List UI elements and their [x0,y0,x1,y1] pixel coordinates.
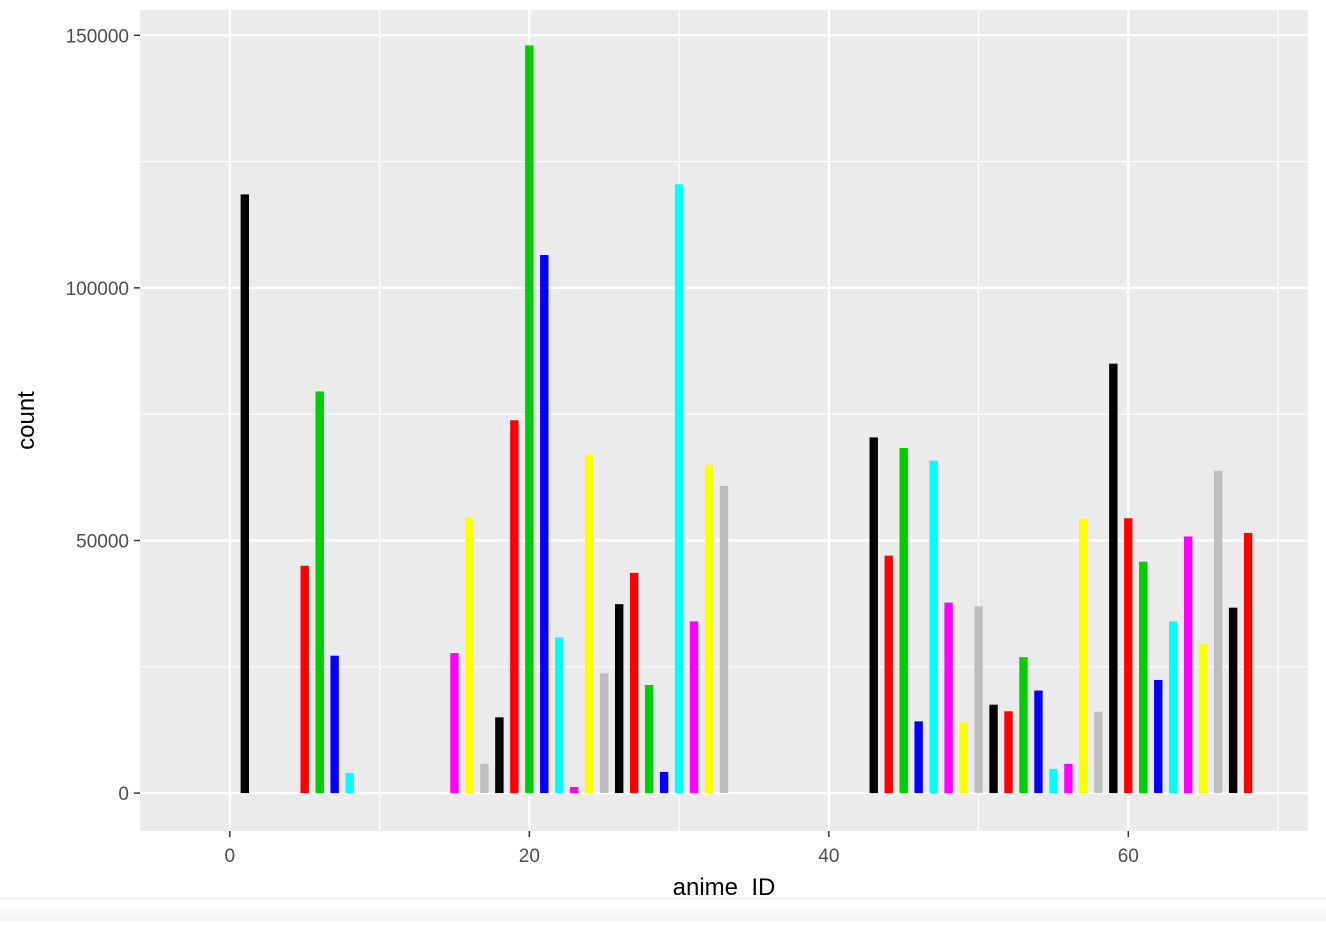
x-tick-label: 20 [519,846,540,867]
bar-anime-7 [330,655,339,794]
bar-anime-56 [1064,763,1073,794]
bar-anime-54 [1034,690,1043,794]
bar-anime-53 [1019,657,1028,794]
bar-anime-55 [1049,768,1058,794]
bar-anime-66 [1213,470,1223,794]
y-tick-label: 150000 [66,26,129,47]
bar-anime-60 [1124,518,1133,794]
x-tick-label: 40 [818,846,839,867]
y-tick-label: 100000 [66,279,129,300]
bar-anime-8 [345,772,354,794]
bar-anime-31 [689,621,699,794]
bar-anime-15 [450,653,459,794]
bar-anime-59 [1109,363,1118,794]
bar-anime-67 [1228,607,1238,794]
x-tick-label: 60 [1118,846,1139,867]
bar-anime-16 [465,517,474,794]
bar-anime-28 [644,684,654,794]
bar-anime-23 [570,787,579,794]
y-tick-label: 0 [118,784,129,805]
bar-anime-51 [989,704,998,794]
bar-anime-1 [240,194,250,794]
bar-anime-18 [495,717,504,794]
bars [240,45,1253,794]
bar-anime-64 [1184,536,1193,794]
bar-anime-58 [1094,711,1103,794]
bar-anime-19 [510,420,519,794]
bar-anime-21 [540,255,549,794]
bar-anime-48 [944,602,953,794]
bar-anime-49 [959,722,968,794]
y-axis: 0 50000 100000 150000 [66,26,140,805]
bar-anime-26 [614,604,624,794]
bar-anime-61 [1139,561,1148,794]
x-tick-label: 0 [225,846,236,867]
bar-anime-32 [704,464,714,794]
bar-anime-24 [585,454,594,794]
bar-anime-30 [674,184,684,794]
bar-anime-6 [315,391,324,794]
bar-anime-20 [525,45,534,794]
bar-anime-52 [1004,711,1013,794]
bar-anime-22 [555,637,564,794]
bar-anime-57 [1079,518,1088,794]
x-axis-title: anime_ID [673,874,776,901]
bar-anime-47 [929,460,938,794]
bar-anime-63 [1169,621,1178,794]
bar-anime-29 [659,771,669,794]
bar-anime-27 [629,572,639,794]
bar-anime-46 [914,721,923,794]
bar-anime-33 [719,485,729,794]
x-axis: 0 20 40 60 [225,831,1139,867]
bar-anime-5 [300,565,309,794]
bar-anime-50 [974,606,983,794]
bar-anime-62 [1154,679,1163,794]
bar-anime-25 [600,673,609,794]
y-axis-title: count [13,391,40,450]
bar-anime-45 [899,448,908,794]
window-bottom-edge [0,898,1326,921]
bar-anime-68 [1243,532,1253,794]
bar-anime-65 [1198,644,1208,794]
bar-anime-17 [480,763,489,794]
y-tick-label: 50000 [76,531,129,552]
bar-anime-43 [869,437,878,794]
bar-anime-44 [884,555,893,794]
